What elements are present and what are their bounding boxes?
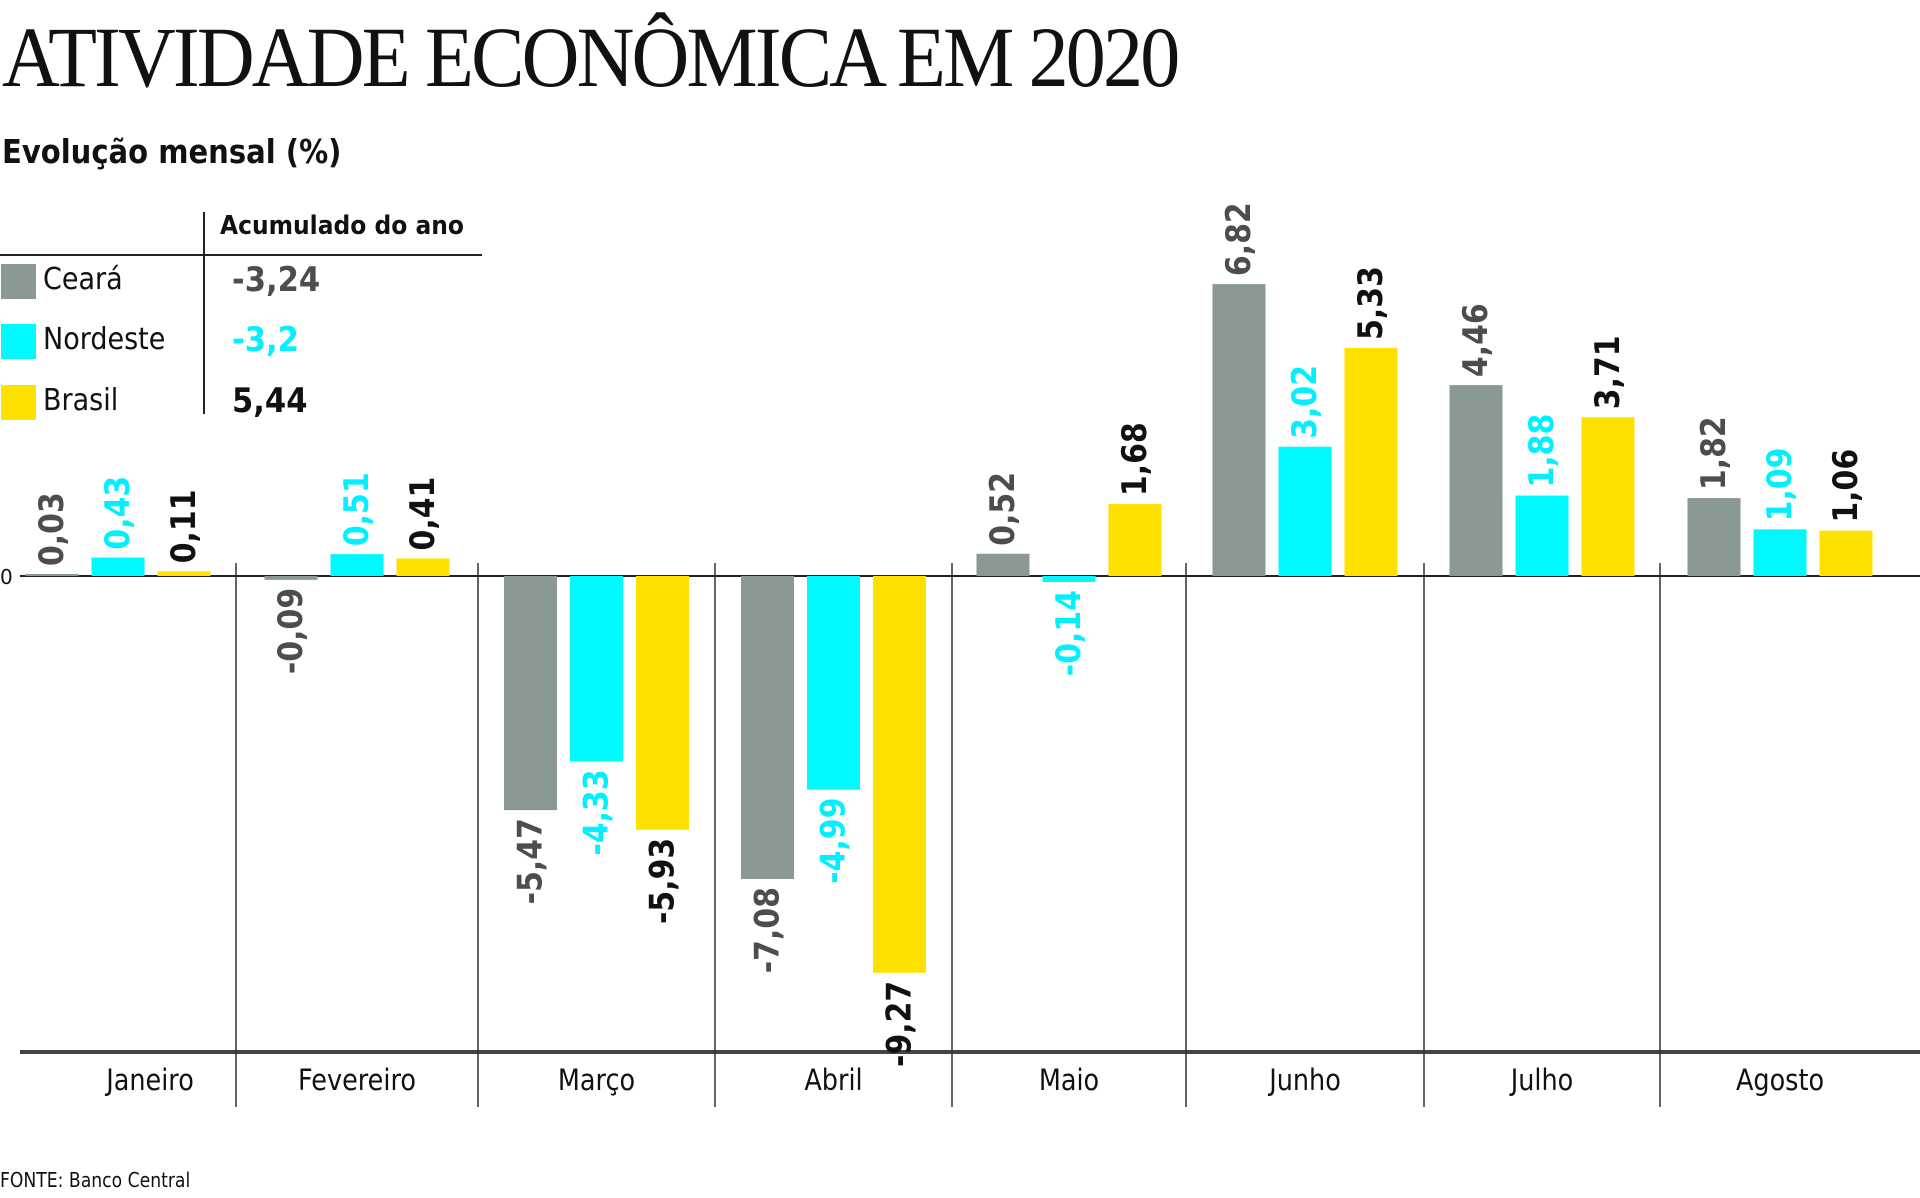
bar-nordeste-janeiro	[91, 557, 145, 576]
bar-nordeste-julho	[1515, 495, 1569, 576]
source-note: FONTE: Banco Central	[0, 1168, 191, 1192]
bar-value-label: -5,93	[642, 838, 682, 924]
legend-swatch-brasil	[1, 385, 36, 420]
category-label: Julho	[1509, 1065, 1573, 1098]
bar-value-label: 1,82	[1693, 416, 1733, 490]
bar-brasil-janeiro	[157, 571, 211, 576]
bar-value-label: 0,03	[31, 492, 71, 566]
bar-value-label: -5,47	[510, 818, 550, 904]
category-label: Abril	[804, 1065, 862, 1098]
bar-value-label: -0,14	[1048, 590, 1088, 676]
legend-name: Nordeste	[43, 322, 166, 357]
bar-brasil-maio	[1108, 504, 1162, 576]
bar-cear-maro	[504, 576, 557, 811]
category-label: Agosto	[1736, 1065, 1824, 1098]
bar-value-label: -4,33	[576, 769, 616, 855]
legend-value: 5,44	[232, 381, 308, 421]
bar-value-label: -4,99	[813, 798, 853, 884]
bar-value-label: 4,46	[1455, 303, 1495, 377]
bar-value-label: 3,71	[1587, 335, 1627, 409]
zero-tick-label: 0	[0, 565, 13, 589]
bar-brasil-julho	[1581, 417, 1635, 576]
legend-table: Acumulado do ano Ceará -3,24 Nordeste -3…	[0, 205, 482, 421]
bar-brasil-maro	[636, 576, 689, 830]
legend-row-brasil: Brasil 5,44	[0, 381, 482, 423]
legend-value: -3,24	[232, 260, 321, 300]
bar-value-label: -9,27	[879, 981, 919, 1067]
bar-cear-julho	[1449, 385, 1503, 576]
legend-header: Acumulado do ano	[220, 211, 464, 241]
legend-swatch-nordeste	[1, 324, 36, 359]
bar-cear-maio	[976, 553, 1030, 576]
bar-value-label: 1,68	[1114, 422, 1154, 496]
bar-value-label: -0,09	[270, 588, 310, 674]
bar-brasil-agosto	[1819, 530, 1873, 576]
category-label: Março	[558, 1065, 635, 1098]
bar-value-label: 5,33	[1350, 266, 1390, 340]
bar-value-label: -7,08	[747, 887, 787, 973]
bar-nordeste-maio	[1042, 576, 1096, 582]
bar-value-label: 0,11	[163, 489, 203, 563]
bar-brasil-junho	[1344, 347, 1398, 576]
category-label: Janeiro	[104, 1065, 193, 1098]
category-label: Maio	[1039, 1065, 1099, 1098]
legend-row-nordeste: Nordeste -3,2	[0, 320, 482, 362]
bar-nordeste-junho	[1278, 446, 1332, 576]
bar-cear-abril	[741, 576, 794, 880]
bar-cear-junho	[1212, 284, 1266, 576]
bar-value-label: 1,88	[1521, 414, 1561, 488]
legend-divider-vertical	[203, 212, 205, 414]
legend-row-ceara: Ceará -3,24	[0, 260, 482, 302]
bar-nordeste-maro	[570, 576, 623, 762]
bar-brasil-fevereiro	[396, 558, 450, 576]
legend-name: Brasil	[43, 383, 119, 418]
chart-subtitle: Evolução mensal (%)	[2, 132, 342, 171]
bar-cear-agosto	[1687, 498, 1741, 576]
bar-value-label: 0,51	[336, 472, 376, 546]
bar-value-label: 0,41	[402, 477, 442, 551]
bar-cear-fevereiro	[264, 576, 318, 580]
legend-value: -3,2	[232, 320, 299, 360]
bar-nordeste-fevereiro	[330, 554, 384, 576]
bar-nordeste-agosto	[1753, 529, 1807, 576]
bar-value-label: 0,52	[982, 472, 1022, 546]
bar-brasil-abril	[873, 576, 926, 973]
bar-value-label: 0,43	[97, 476, 137, 550]
bar-value-label: 6,82	[1218, 202, 1258, 276]
chart-title: ATIVIDADE ECONÔMICA EM 2020	[2, 9, 1180, 105]
category-label: Junho	[1267, 1065, 1340, 1098]
bar-nordeste-abril	[807, 576, 860, 790]
bar-value-label: 1,06	[1825, 449, 1865, 523]
legend-divider-horizontal	[0, 254, 482, 256]
legend-name: Ceará	[43, 262, 123, 297]
bar-value-label: 1,09	[1759, 448, 1799, 522]
bar-value-label: 3,02	[1284, 365, 1324, 439]
category-label: Fevereiro	[298, 1065, 416, 1098]
legend-swatch-ceara	[1, 264, 36, 299]
bar-cear-janeiro	[25, 574, 79, 576]
